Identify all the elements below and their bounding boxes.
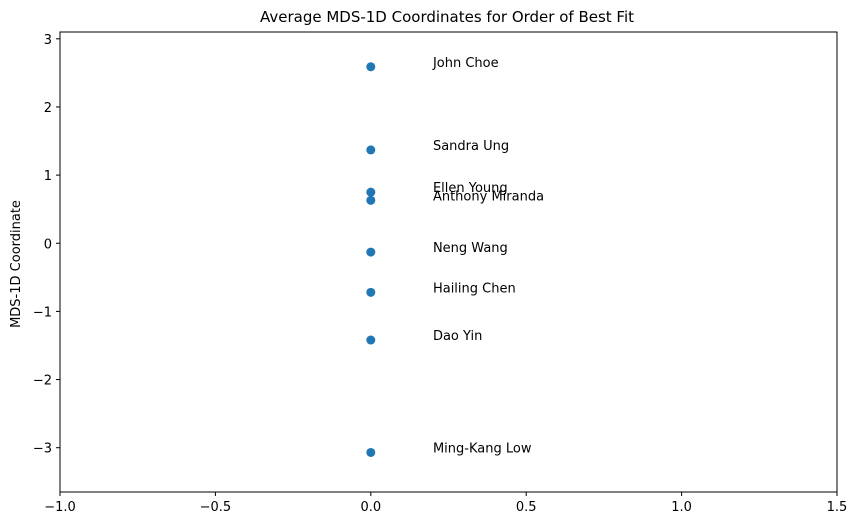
x-tick-label: 1.0 — [671, 500, 692, 515]
data-point — [366, 247, 376, 257]
data-point — [366, 447, 376, 457]
y-tick-label: −3 — [33, 442, 52, 457]
x-tick-label: 0.0 — [360, 500, 381, 515]
y-tick-label: 1 — [44, 169, 52, 184]
point-label: Dao Yin — [433, 329, 482, 344]
point-label: Ellen Young — [433, 181, 508, 196]
y-tick-label: 2 — [44, 101, 52, 116]
x-tick-label: −1.0 — [44, 500, 76, 515]
x-tick-label: −0.5 — [200, 500, 232, 515]
point-label: Hailing Chen — [433, 281, 516, 296]
plot-frame — [59, 31, 838, 493]
point-label: John Choe — [432, 56, 499, 71]
y-tick-label: 0 — [44, 237, 52, 252]
point-label: Anthony Miranda — [433, 189, 544, 204]
x-tick-label: 1.5 — [827, 500, 848, 515]
data-point — [366, 335, 376, 345]
y-axis-label: MDS-1D Coordinate — [9, 200, 24, 328]
chart-title: Average MDS-1D Coordinates for Order of … — [260, 8, 634, 26]
y-tick-label: 3 — [44, 33, 52, 48]
plot-area: −1.0 −0.5 0.0 0.5 1.0 1.5 −3 −2 −1 0 1 2 3 John Choe S… — [33, 33, 848, 515]
data-point — [366, 187, 376, 197]
point-label: Sandra Ung — [433, 139, 509, 154]
x-tick-label: 0.5 — [516, 500, 537, 515]
point-label: Ming-Kang Low — [433, 441, 532, 456]
data-point — [366, 195, 376, 205]
y-tick-label: −1 — [33, 305, 52, 320]
data-point — [366, 62, 376, 72]
data-point — [366, 145, 376, 155]
data-point — [366, 287, 376, 297]
y-tick-label: −2 — [33, 374, 52, 389]
point-label: Neng Wang — [433, 241, 508, 256]
